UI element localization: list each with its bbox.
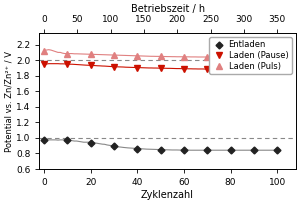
Entladen bbox=[275, 149, 279, 151]
Laden (Puls) bbox=[136, 55, 139, 57]
Entladen bbox=[229, 149, 232, 151]
Laden (Puls) bbox=[275, 56, 279, 58]
Laden (Pause) bbox=[229, 68, 232, 70]
Legend: Entladen, Laden (Pause), Laden (Puls): Entladen, Laden (Pause), Laden (Puls) bbox=[209, 37, 292, 74]
Entladen bbox=[89, 141, 92, 144]
Entladen bbox=[159, 148, 162, 151]
Line: Laden (Pause): Laden (Pause) bbox=[41, 61, 280, 72]
Laden (Pause) bbox=[206, 68, 209, 70]
Y-axis label: Potential vs. Zn/Zn²⁺ / V: Potential vs. Zn/Zn²⁺ / V bbox=[4, 51, 13, 152]
Laden (Puls) bbox=[206, 56, 209, 58]
Laden (Pause) bbox=[275, 68, 279, 70]
Line: Entladen: Entladen bbox=[42, 137, 280, 153]
Laden (Puls) bbox=[112, 54, 116, 56]
Laden (Puls) bbox=[252, 56, 256, 58]
Laden (Puls) bbox=[89, 53, 92, 55]
Laden (Puls) bbox=[182, 56, 186, 58]
Laden (Puls) bbox=[229, 56, 232, 58]
Entladen bbox=[136, 147, 139, 150]
Laden (Pause) bbox=[159, 67, 162, 69]
X-axis label: Zyklenzahl: Zyklenzahl bbox=[141, 190, 194, 200]
Laden (Pause) bbox=[136, 66, 139, 69]
Entladen bbox=[252, 149, 256, 151]
Entladen bbox=[65, 139, 69, 141]
Laden (Pause) bbox=[112, 65, 116, 68]
Laden (Pause) bbox=[182, 68, 186, 70]
Laden (Pause) bbox=[89, 64, 92, 67]
Line: Laden (Puls): Laden (Puls) bbox=[41, 48, 280, 60]
Laden (Pause) bbox=[252, 68, 256, 70]
Entladen bbox=[42, 139, 46, 141]
Laden (Pause) bbox=[42, 63, 46, 65]
Laden (Puls) bbox=[65, 52, 69, 55]
Entladen bbox=[206, 149, 209, 151]
Entladen bbox=[182, 149, 186, 151]
Laden (Pause) bbox=[65, 63, 69, 65]
X-axis label: Betriebszeit / h: Betriebszeit / h bbox=[130, 4, 205, 14]
Laden (Puls) bbox=[42, 50, 46, 52]
Entladen bbox=[112, 145, 116, 147]
Laden (Puls) bbox=[159, 55, 162, 58]
